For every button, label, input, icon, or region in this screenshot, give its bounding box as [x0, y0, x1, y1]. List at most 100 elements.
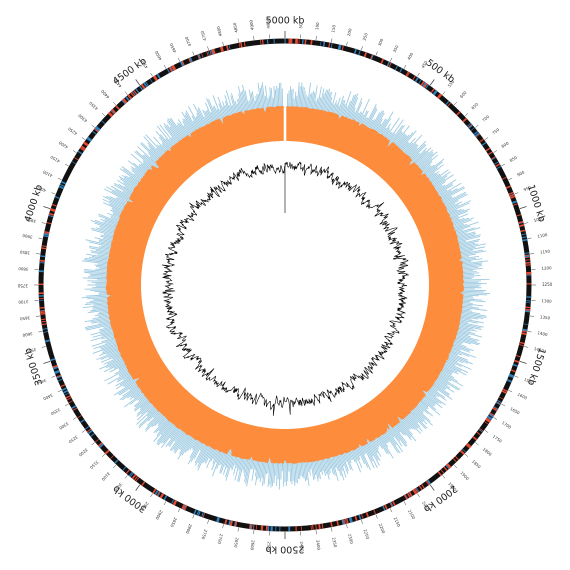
- feature-mark-blue: [508, 374, 514, 379]
- feature-mark-blue: [470, 127, 475, 132]
- feature-mark-red: [512, 203, 518, 206]
- feature-mark-red: [105, 450, 110, 455]
- feature-mark-blue: [522, 238, 528, 242]
- feature-mark-red: [234, 521, 238, 527]
- feature-mark-red: [490, 156, 496, 160]
- feature-mark-red: [312, 524, 314, 531]
- minor-tick-label: 650: [470, 101, 479, 110]
- feature-mark-red: [384, 504, 388, 510]
- major-tick: [135, 484, 141, 491]
- minor-tick: [403, 64, 407, 69]
- feature-mark-red: [519, 341, 525, 345]
- minor-tick-label: 300: [377, 37, 385, 46]
- minor-tick-label: 1950: [447, 481, 458, 492]
- minor-tick: [64, 163, 69, 167]
- feature-mark-red: [518, 220, 524, 224]
- minor-tick: [524, 346, 529, 348]
- minor-tick-label: 1850: [471, 459, 482, 470]
- feature-mark-blue: [445, 100, 450, 106]
- minor-tick-label: 700: [481, 114, 490, 123]
- feature-mark-red: [476, 431, 481, 436]
- minor-tick-label: 4900: [248, 19, 254, 30]
- feature-mark-blue: [98, 443, 104, 449]
- feature-mark-red: [524, 256, 531, 259]
- feature-mark-red: [513, 359, 520, 364]
- minor-tick-label: 4850: [232, 22, 239, 33]
- minor-tick-label: 4350: [88, 100, 99, 111]
- minor-tick: [112, 464, 117, 469]
- feature-mark-red: [518, 344, 525, 347]
- feature-mark-red: [437, 93, 443, 100]
- minor-tick-label: 3600: [22, 331, 33, 338]
- feature-mark-red: [406, 492, 411, 498]
- feature-mark-red: [104, 449, 110, 455]
- minor-tick: [361, 519, 363, 524]
- minor-tick: [177, 508, 181, 513]
- minor-tick: [453, 464, 458, 469]
- minor-tick-label: 1150: [540, 248, 551, 254]
- feature-mark-red: [221, 46, 224, 52]
- minor-tick: [57, 177, 62, 181]
- feature-mark-blue: [524, 310, 531, 313]
- minor-tick: [150, 493, 153, 498]
- minor-tick: [442, 91, 446, 95]
- feature-mark-red: [66, 397, 72, 401]
- feature-mark-red: [44, 231, 50, 234]
- feature-mark-red: [202, 512, 206, 518]
- minor-tick-label: 2450: [299, 541, 305, 552]
- feature-mark-blue: [77, 150, 83, 155]
- feature-mark-red: [446, 463, 451, 469]
- feature-mark-blue: [512, 363, 519, 367]
- feature-mark-blue: [84, 425, 90, 430]
- minor-tick: [38, 331, 43, 333]
- feature-mark-red: [41, 320, 47, 323]
- feature-mark-blue: [462, 448, 467, 453]
- feature-mark-blue: [233, 521, 237, 527]
- feature-mark-blue: [101, 120, 106, 125]
- feature-mark-blue: [149, 78, 154, 84]
- feature-mark-blue: [432, 89, 437, 95]
- feature-mark-blue: [128, 471, 133, 477]
- feature-mark-blue: [323, 41, 325, 47]
- feature-mark-red: [501, 176, 507, 180]
- feature-mark-blue: [49, 358, 56, 362]
- feature-mark-red: [498, 396, 504, 400]
- feature-mark-blue: [201, 511, 204, 518]
- minor-tick: [484, 137, 489, 141]
- feature-mark-blue: [493, 161, 499, 165]
- feature-mark-blue: [382, 505, 386, 511]
- minor-tick-label: 750: [491, 127, 500, 136]
- feature-mark-red: [485, 147, 491, 152]
- feature-mark-blue: [122, 466, 127, 471]
- blast-hits-ring: [81, 82, 490, 490]
- major-tick-label: 5000 kb: [266, 16, 305, 27]
- feature-mark-blue: [110, 109, 116, 115]
- minor-tick: [453, 101, 458, 106]
- feature-mark-red: [479, 427, 484, 432]
- minor-tick: [475, 442, 479, 446]
- feature-mark-blue: [524, 252, 530, 254]
- feature-mark-blue: [358, 514, 362, 520]
- feature-mark-red: [77, 414, 82, 419]
- feature-mark-blue: [207, 50, 210, 56]
- feature-mark-red: [52, 364, 58, 369]
- feature-mark-blue: [426, 479, 432, 485]
- feature-mark-red: [408, 491, 413, 497]
- minor-tick-label: 2950: [140, 501, 150, 513]
- feature-mark-red: [380, 58, 385, 64]
- feature-mark-red: [525, 259, 531, 261]
- feature-mark-red: [436, 93, 442, 99]
- feature-mark-blue: [43, 235, 49, 238]
- minor-tick-label: 4050: [35, 185, 47, 194]
- minor-tick: [177, 57, 181, 62]
- feature-mark-blue: [350, 517, 353, 523]
- major-tick: [43, 206, 51, 210]
- feature-mark-blue: [95, 125, 101, 131]
- feature-mark-blue: [425, 84, 429, 90]
- feature-mark-red: [83, 142, 89, 147]
- feature-mark-red: [48, 212, 55, 216]
- minor-tick-label: 3350: [50, 407, 62, 417]
- feature-mark-red: [173, 500, 178, 506]
- feature-mark-red: [510, 369, 517, 373]
